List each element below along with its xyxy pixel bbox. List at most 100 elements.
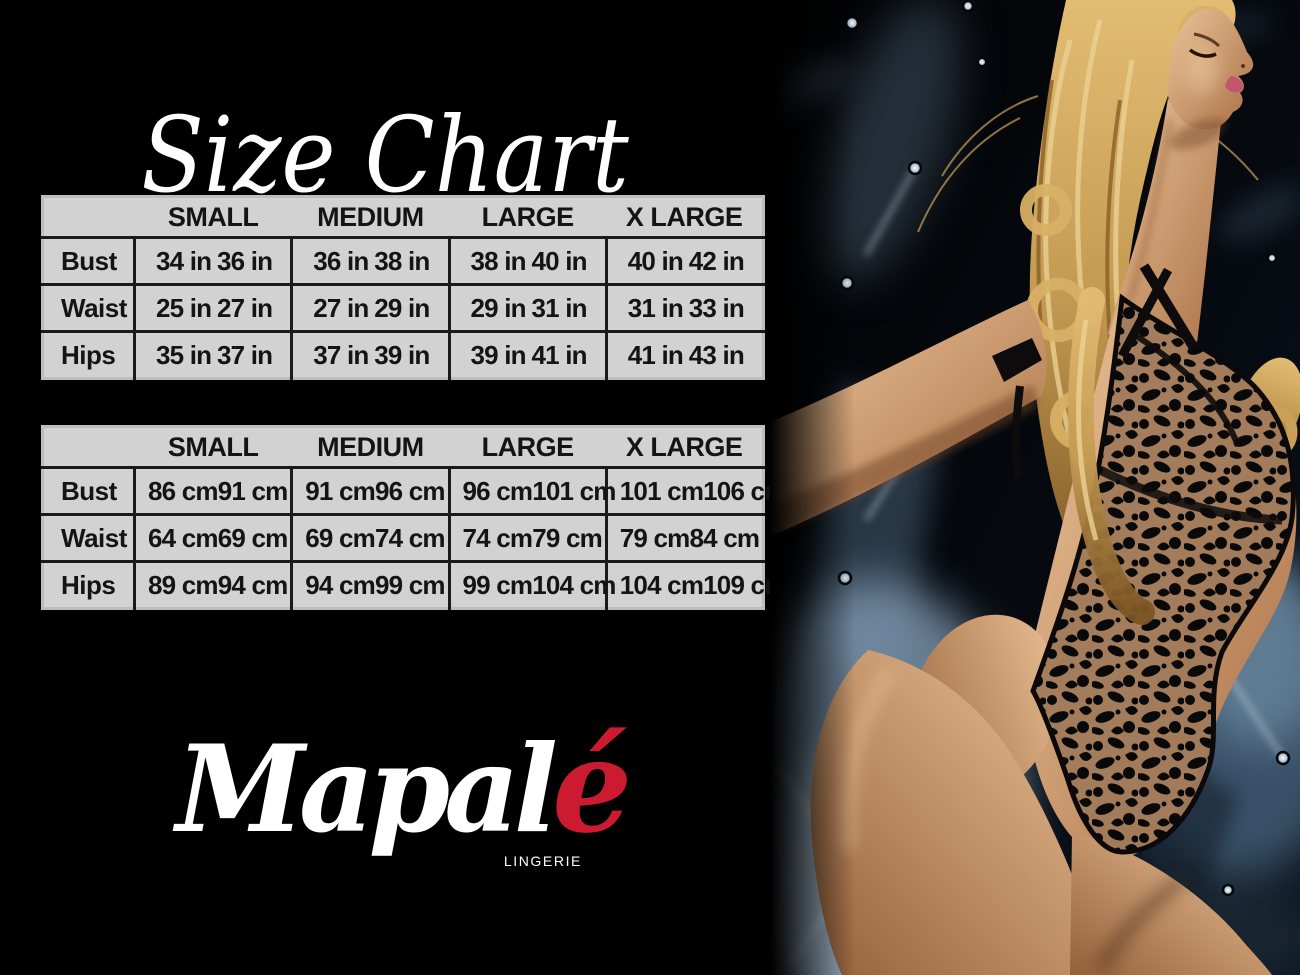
measurement-cell: 34 in 36 in — [132, 237, 292, 285]
measurement-value: 38 in — [374, 245, 430, 276]
measurement-value: 34 in — [156, 245, 212, 276]
size-col-header-xlarge: X LARGE — [606, 426, 764, 469]
measurement-value: 96 cm — [462, 475, 534, 506]
measurement-cell: 74 cm 79 cm — [447, 513, 607, 562]
table-row-bust: Bust 86 cm 91 cm 91 cm 96 cm 96 cm 101 cm 1… — [42, 467, 787, 515]
measurement-cell: 27 in 29 in — [290, 283, 449, 332]
corner-cell — [42, 426, 135, 469]
table-row-bust: Bust 34 in 36 in 36 in 38 in 38 in 40 in 40… — [42, 237, 764, 285]
row-label: Bust — [42, 467, 136, 515]
measurement-value: 69 cm — [305, 522, 376, 553]
measurement-cell: 31 in 33 in — [604, 283, 764, 332]
row-label: Hips — [42, 560, 136, 609]
measurement-value: 39 in — [470, 339, 527, 370]
size-col-header-small: SMALL — [134, 196, 292, 239]
measurement-cell: 69 cm 74 cm — [290, 513, 449, 562]
table-row-hips: Hips 89 cm 94 cm 94 cm 99 cm 99 cm 104 cm 1… — [42, 560, 787, 609]
size-table-inches: SMALL MEDIUM LARGE X LARGE Bust 34 in 36 … — [41, 195, 765, 380]
brand-wordmark-white: Mapal — [176, 719, 558, 860]
measurement-cell: 104 cm 109 cm — [604, 560, 787, 609]
measurement-value: 42 in — [688, 245, 745, 276]
size-col-header-medium: MEDIUM — [291, 426, 449, 469]
measurement-value: 91 cm — [217, 475, 289, 506]
size-header-row: SMALL MEDIUM LARGE X LARGE — [42, 426, 764, 469]
measurement-value: 25 in — [156, 292, 212, 323]
measurement-value: 89 cm — [148, 569, 219, 600]
measurement-value: 37 in — [217, 339, 273, 370]
measurement-value: 74 cm — [374, 522, 446, 553]
measurement-cell: 89 cm 94 cm — [132, 560, 292, 609]
measurement-value: 40 in — [531, 245, 588, 276]
row-label: Hips — [42, 330, 136, 379]
measurement-value: 99 cm — [374, 569, 446, 600]
measurement-value: 94 cm — [305, 569, 376, 600]
measurement-value: 36 in — [313, 245, 369, 276]
measurement-value: 33 in — [688, 292, 745, 323]
measurement-cell: 101 cm 106 cm — [604, 467, 787, 515]
underbust-band — [1097, 465, 1283, 525]
measurement-value: 37 in — [313, 339, 369, 370]
row-label: Waist — [42, 283, 136, 332]
measurement-value: 38 in — [470, 245, 527, 276]
table-row-hips: Hips 35 in 37 in 37 in 39 in 39 in 41 in 41… — [42, 330, 764, 379]
measurement-value: 29 in — [470, 292, 527, 323]
model-photo — [770, 0, 1300, 975]
corner-cell — [42, 196, 135, 239]
measurement-cell: 35 in 37 in — [132, 330, 292, 379]
measurement-cell: 37 in 39 in — [290, 330, 449, 379]
measurement-value: 96 cm — [374, 475, 446, 506]
row-label: Bust — [42, 237, 136, 285]
measurement-value: 27 in — [217, 292, 273, 323]
measurement-value: 69 cm — [217, 522, 289, 553]
measurement-value: 39 in — [374, 339, 430, 370]
size-header-row: SMALL MEDIUM LARGE X LARGE — [42, 196, 764, 239]
model-neck — [1108, 98, 1222, 368]
brand-wordmark: Mapalé — [176, 716, 645, 856]
brand-tagline: LINGERIE — [503, 853, 582, 869]
measurement-value: 41 in — [627, 339, 684, 370]
measurement-value: 27 in — [313, 292, 369, 323]
brand-wordmark-accent: é — [552, 709, 632, 862]
measurement-cell: 64 cm 69 cm — [132, 513, 292, 562]
model-thigh — [810, 650, 1108, 975]
measurement-value: 41 in — [531, 339, 588, 370]
measurement-value: 31 in — [627, 292, 684, 323]
measurement-value: 31 in — [531, 292, 588, 323]
lips — [1225, 76, 1243, 93]
arm-strap — [992, 338, 1042, 382]
measurement-cell: 96 cm 101 cm — [447, 467, 616, 515]
model-photo-illustration — [770, 0, 1300, 975]
table-row-waist: Waist 25 in 27 in 27 in 29 in 29 in 31 in 3… — [42, 283, 764, 332]
measurement-value: 101 cm — [619, 475, 704, 506]
photo-left-fade — [770, 0, 855, 975]
measurement-value: 104 cm — [532, 569, 616, 600]
measurement-value: 101 cm — [532, 475, 616, 506]
measurement-cell: 86 cm 91 cm — [132, 467, 292, 515]
nostril — [1241, 64, 1245, 68]
measurement-value: 29 in — [374, 292, 430, 323]
cup-seam — [1128, 329, 1241, 448]
measurement-value: 35 in — [156, 339, 212, 370]
row-label: Waist — [42, 513, 136, 562]
measurement-cell: 29 in 31 in — [447, 283, 607, 332]
measurement-value: 43 in — [688, 339, 745, 370]
measurement-cell: 91 cm 96 cm — [290, 467, 449, 515]
measurement-value: 79 cm — [532, 522, 603, 553]
measurement-value: 94 cm — [217, 569, 289, 600]
measurement-value: 104 cm — [619, 569, 704, 600]
size-col-header-medium: MEDIUM — [291, 196, 449, 239]
size-col-header-xlarge: X LARGE — [606, 196, 764, 239]
brand-logo: Mapalé LINGERIE — [150, 716, 660, 891]
measurement-cell: 36 in 38 in — [290, 237, 449, 285]
measurement-cell: 25 in 27 in — [132, 283, 292, 332]
eyelash — [1188, 48, 1217, 58]
size-col-header-small: SMALL — [134, 426, 292, 469]
measurement-value: 99 cm — [462, 569, 534, 600]
measurement-cell: 79 cm 84 cm — [604, 513, 764, 562]
halter-straps — [1118, 263, 1199, 359]
lace-bodysuit — [992, 263, 1296, 855]
measurement-cell: 38 in 40 in — [447, 237, 607, 285]
eyebrow — [1193, 32, 1221, 48]
garter-strap — [1011, 385, 1024, 479]
